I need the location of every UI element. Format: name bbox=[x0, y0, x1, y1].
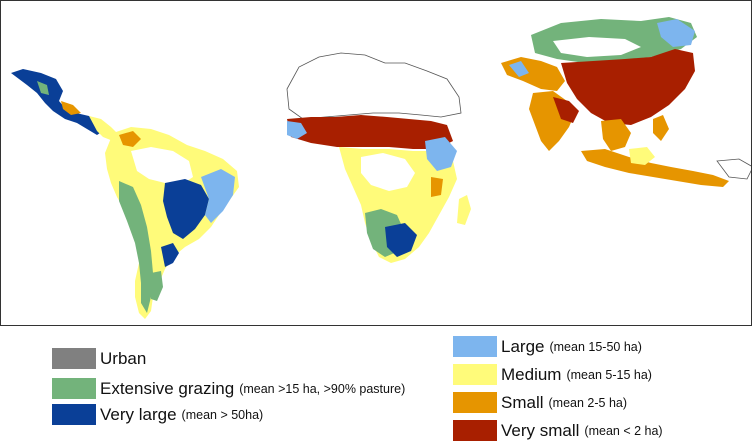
legend-label-urban: Urban bbox=[100, 348, 147, 368]
argentina-very-large bbox=[161, 243, 179, 267]
legend-swatch-medium bbox=[453, 364, 497, 385]
legend-swatch-very-large bbox=[52, 404, 96, 425]
legend-swatch-small bbox=[453, 392, 497, 413]
patagonia-grazing bbox=[151, 271, 163, 301]
north-africa-outline bbox=[286, 52, 462, 120]
mexico-south-patch bbox=[61, 101, 81, 115]
farm-size-map bbox=[11, 17, 751, 319]
legend-note-medium: (mean 5-15 ha) bbox=[566, 367, 652, 382]
legend-swatch-extensive-grazing bbox=[52, 378, 96, 399]
legend-label-very-small: Very small bbox=[501, 420, 580, 440]
northeast-large bbox=[657, 19, 695, 47]
legend-note-large: (mean 15-50 ha) bbox=[549, 339, 642, 354]
legend-label-extensive-grazing: Extensive grazing bbox=[100, 378, 235, 398]
legend-label-small: Small bbox=[501, 392, 544, 412]
legend-note-very-small: (mean < 2 ha) bbox=[584, 423, 663, 438]
china-very-small bbox=[561, 49, 695, 125]
legend-label-medium: Medium bbox=[501, 364, 562, 384]
map-frame bbox=[0, 0, 752, 326]
legend-label-large: Large bbox=[501, 336, 545, 356]
philippines-small bbox=[653, 115, 669, 141]
region-africa bbox=[286, 52, 471, 263]
legend-note-small: (mean 2-5 ha) bbox=[548, 395, 628, 410]
brazil-very-large bbox=[163, 179, 209, 239]
north-sa-small bbox=[119, 131, 141, 147]
legend-swatch-urban bbox=[52, 348, 96, 369]
legend-swatch-large bbox=[453, 336, 497, 357]
indonesia-small bbox=[581, 149, 729, 187]
region-latin-america bbox=[11, 69, 239, 319]
mongolia-unmapped bbox=[553, 37, 641, 57]
legend-item-small: Small (mean 2-5 ha) bbox=[453, 392, 627, 413]
west-africa-large bbox=[287, 121, 307, 139]
madagascar-land bbox=[457, 195, 471, 225]
legend-item-very-small: Very small (mean < 2 ha) bbox=[453, 420, 663, 441]
legend-item-extensive-grazing: Extensive grazing (mean >15 ha, >90% pas… bbox=[52, 378, 405, 399]
region-asia bbox=[501, 17, 751, 187]
legend-label-very-large: Very large bbox=[100, 404, 177, 424]
east-africa-large bbox=[425, 137, 457, 171]
andes-grazing bbox=[119, 181, 153, 313]
southeast-asia-small bbox=[601, 119, 631, 151]
legend-item-urban: Urban bbox=[52, 348, 146, 369]
brazil-east-large bbox=[201, 169, 235, 223]
south-africa-very-large bbox=[385, 223, 417, 257]
central-america-land bbox=[89, 116, 119, 141]
borneo-medium bbox=[629, 147, 655, 165]
sahel-band bbox=[287, 115, 453, 149]
west-asia-large bbox=[509, 61, 529, 77]
legend-note-extensive-grazing: (mean >15 ha, >90% pasture) bbox=[239, 381, 406, 396]
west-asia-small bbox=[501, 57, 565, 91]
mexico-land bbox=[11, 69, 103, 135]
congo-unmapped bbox=[361, 153, 415, 191]
amazon-unmapped bbox=[131, 147, 193, 185]
legend-note-very-large: (mean > 50ha) bbox=[181, 407, 264, 422]
legend: Urban Extensive grazing (mean >15 ha, >9… bbox=[0, 326, 754, 441]
east-africa-small bbox=[431, 177, 443, 197]
legend-item-very-large: Very large (mean > 50ha) bbox=[52, 404, 263, 425]
mexico-green-patch bbox=[37, 81, 49, 95]
legend-item-medium: Medium (mean 5-15 ha) bbox=[453, 364, 652, 385]
new-guinea-outline bbox=[716, 158, 751, 180]
india-very-small bbox=[553, 97, 579, 123]
legend-swatch-very-small bbox=[453, 420, 497, 441]
legend-item-large: Large (mean 15-50 ha) bbox=[453, 336, 642, 357]
